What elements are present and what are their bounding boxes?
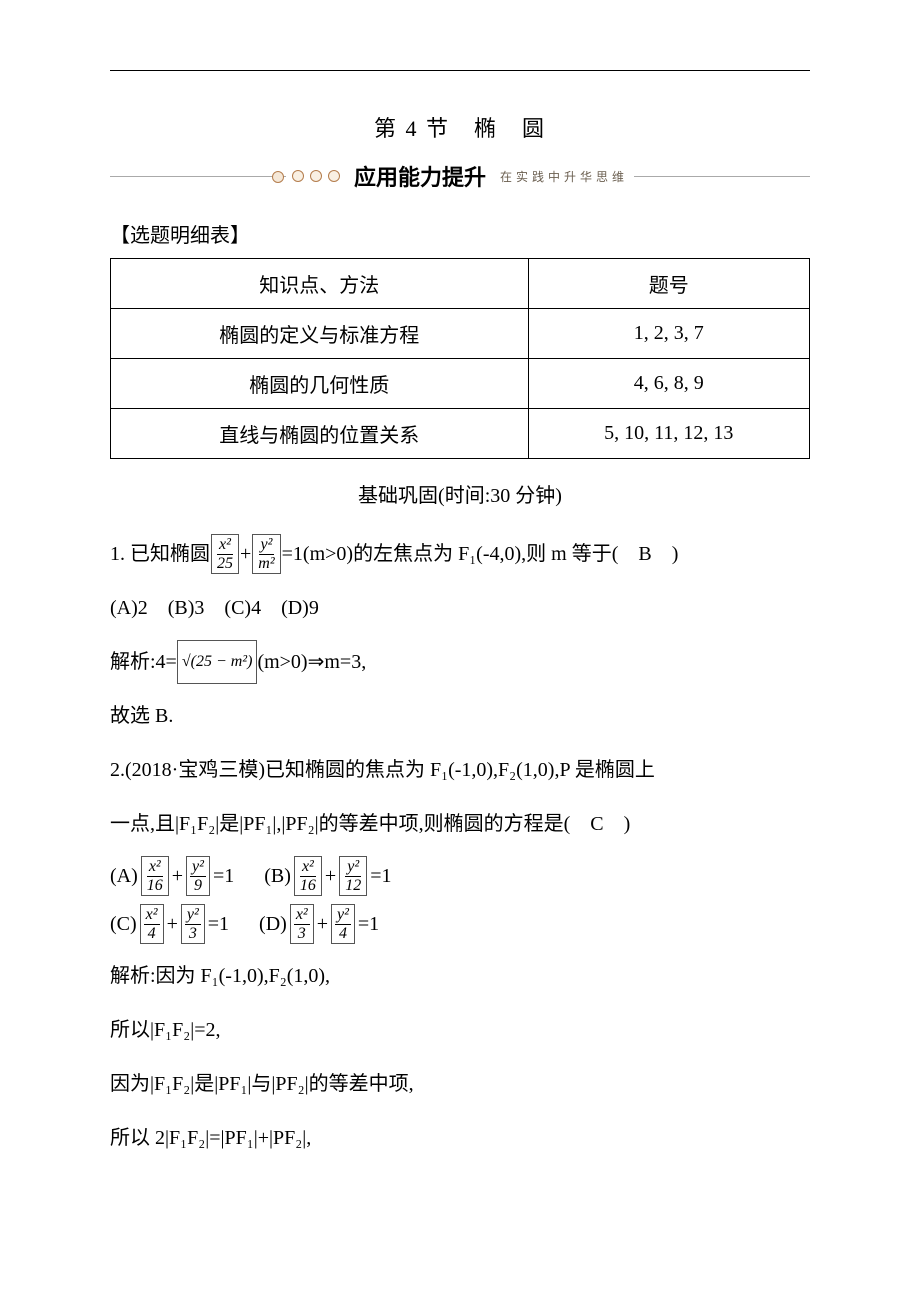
numerator: y² bbox=[335, 906, 351, 925]
denominator: m² bbox=[256, 555, 276, 573]
table-cell: 5, 10, 11, 12, 13 bbox=[528, 409, 809, 459]
fraction: y² 4 bbox=[331, 904, 355, 944]
fraction: y² m² bbox=[252, 534, 280, 574]
top-rule bbox=[110, 70, 810, 71]
label: (C) bbox=[110, 913, 137, 936]
denominator: 16 bbox=[298, 877, 318, 895]
table-cell: 椭圆的定义与标准方程 bbox=[111, 309, 529, 359]
q2-line2: 一点,且|F₁F₂|是|PF₁|,|PF₂|的等差中项,则椭圆的方程是( C ) bbox=[110, 800, 810, 848]
numerator: x² bbox=[294, 906, 310, 925]
denominator: 25 bbox=[215, 555, 235, 573]
plus: + bbox=[240, 530, 251, 578]
q1-solution: 解析:4= √(25 − m²) (m>0)⇒m=3, bbox=[110, 638, 810, 686]
option-d: (D) x² 3 + y² 4 =1 bbox=[259, 904, 379, 944]
table-cell: 椭圆的几何性质 bbox=[111, 359, 529, 409]
q2-sol2: 所以|F₁F₂|=2, bbox=[110, 1006, 810, 1054]
table-row: 椭圆的定义与标准方程 1, 2, 3, 7 bbox=[111, 309, 810, 359]
label: (A) bbox=[110, 865, 138, 888]
banner-dot-icon bbox=[310, 170, 322, 182]
page-title: 第 4 节 椭 圆 bbox=[110, 111, 810, 143]
table-cell: 直线与椭圆的位置关系 bbox=[111, 409, 529, 459]
fraction: x² 3 bbox=[290, 904, 314, 944]
numerator: x² bbox=[144, 906, 160, 925]
numerator: y² bbox=[259, 536, 275, 555]
text: =1(m>0)的左焦点为 F₁(-4,0),则 m 等于( B ) bbox=[282, 530, 679, 578]
banner: 应用能力提升 在实践中升华思维 bbox=[110, 163, 810, 189]
fraction: y² 12 bbox=[339, 856, 367, 896]
table-head: 题号 bbox=[528, 259, 809, 309]
numerator: y² bbox=[190, 858, 206, 877]
q2-sol1: 解析:因为 F₁(-1,0),F₂(1,0), bbox=[110, 952, 810, 1000]
banner-line-right bbox=[634, 176, 810, 177]
numerator: x² bbox=[300, 858, 316, 877]
eq: =1 bbox=[358, 913, 379, 936]
section-label: 【选题明细表】 bbox=[110, 219, 810, 248]
banner-line-left bbox=[110, 176, 286, 177]
numerator: y² bbox=[185, 906, 201, 925]
basic-heading: 基础巩固(时间:30 分钟) bbox=[110, 479, 810, 508]
plus: + bbox=[325, 865, 336, 888]
table-head: 知识点、方法 bbox=[111, 259, 529, 309]
fraction: y² 9 bbox=[186, 856, 210, 896]
index-table: 知识点、方法 题号 椭圆的定义与标准方程 1, 2, 3, 7 椭圆的几何性质 … bbox=[110, 258, 810, 459]
denominator: 12 bbox=[343, 877, 363, 895]
option-c: (C) x² 4 + y² 3 =1 bbox=[110, 904, 229, 944]
q1-options: (A)2 (B)3 (C)4 (D)9 bbox=[110, 584, 810, 632]
q1-solution-end: 故选 B. bbox=[110, 692, 810, 740]
numerator: x² bbox=[147, 858, 163, 877]
q2-sol4: 所以 2|F₁F₂|=|PF₁|+|PF₂|, bbox=[110, 1114, 810, 1162]
banner-dots bbox=[292, 170, 340, 182]
label: (B) bbox=[264, 865, 291, 888]
table-cell: 1, 2, 3, 7 bbox=[528, 309, 809, 359]
eq: =1 bbox=[370, 865, 391, 888]
numerator: x² bbox=[217, 536, 233, 555]
banner-title: 应用能力提升 bbox=[354, 160, 486, 192]
denominator: 16 bbox=[145, 877, 165, 895]
table-row: 直线与椭圆的位置关系 5, 10, 11, 12, 13 bbox=[111, 409, 810, 459]
banner-dot-icon bbox=[292, 170, 304, 182]
sqrt-box: √(25 − m²) bbox=[177, 640, 258, 684]
fraction: x² 16 bbox=[141, 856, 169, 896]
text: 解析:4= bbox=[110, 638, 177, 686]
q2-options-row1: (A) x² 16 + y² 9 =1 (B) x² 16 + y² 12 =1 bbox=[110, 856, 810, 896]
table-cell: 4, 6, 8, 9 bbox=[528, 359, 809, 409]
plus: + bbox=[317, 913, 328, 936]
fraction: x² 25 bbox=[211, 534, 239, 574]
eq: =1 bbox=[208, 913, 229, 936]
denominator: 4 bbox=[146, 925, 158, 943]
plus: + bbox=[167, 913, 178, 936]
fraction: x² 16 bbox=[294, 856, 322, 896]
denominator: 3 bbox=[187, 925, 199, 943]
q2-sol3: 因为|F₁F₂|是|PF₁|与|PF₂|的等差中项, bbox=[110, 1060, 810, 1108]
label: (D) bbox=[259, 913, 287, 936]
plus: + bbox=[172, 865, 183, 888]
text: 1. 已知椭圆 bbox=[110, 530, 210, 578]
q1-stem: 1. 已知椭圆 x² 25 + y² m² =1(m>0)的左焦点为 F₁(-4… bbox=[110, 530, 810, 578]
banner-subtitle: 在实践中升华思维 bbox=[500, 168, 628, 185]
denominator: 4 bbox=[337, 925, 349, 943]
fraction: y² 3 bbox=[181, 904, 205, 944]
table-row: 椭圆的几何性质 4, 6, 8, 9 bbox=[111, 359, 810, 409]
denominator: 9 bbox=[192, 877, 204, 895]
fraction: x² 4 bbox=[140, 904, 164, 944]
text: (m>0)⇒m=3, bbox=[257, 638, 366, 686]
option-b: (B) x² 16 + y² 12 =1 bbox=[264, 856, 391, 896]
numerator: y² bbox=[345, 858, 361, 877]
denominator: 3 bbox=[296, 925, 308, 943]
table-row: 知识点、方法 题号 bbox=[111, 259, 810, 309]
q2-options-row2: (C) x² 4 + y² 3 =1 (D) x² 3 + y² 4 =1 bbox=[110, 904, 810, 944]
eq: =1 bbox=[213, 865, 234, 888]
banner-dot-icon bbox=[328, 170, 340, 182]
option-a: (A) x² 16 + y² 9 =1 bbox=[110, 856, 234, 896]
q2-line1: 2.(2018·宝鸡三模)已知椭圆的焦点为 F₁(-1,0),F₂(1,0),P… bbox=[110, 746, 810, 794]
